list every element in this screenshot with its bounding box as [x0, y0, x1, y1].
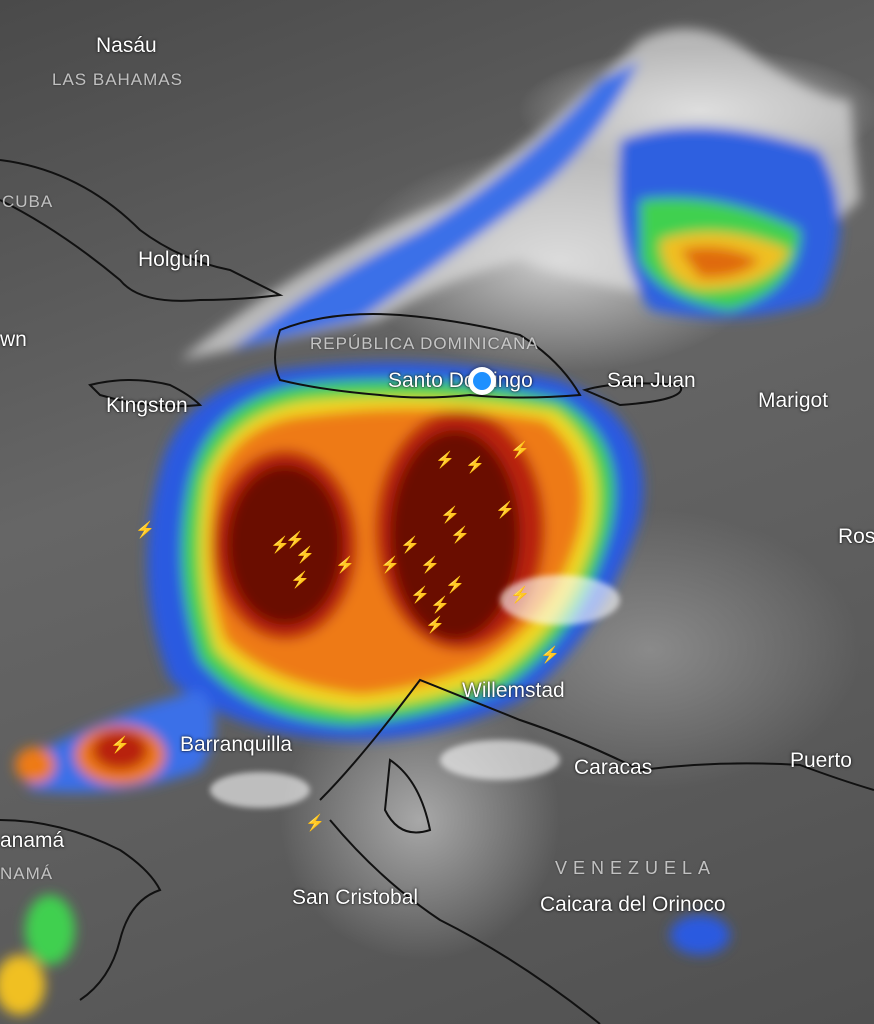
lightning-bolt-icon: ⚡ — [430, 595, 450, 614]
cloud-tops — [0, 28, 860, 1015]
lightning-bolt-icon: ⚡ — [305, 813, 325, 832]
country-label-dominican-republic: REPÚBLICA DOMINICANA — [310, 334, 539, 353]
city-label-panama[interactable]: anamá — [0, 829, 65, 852]
lightning-bolt-icon: ⚡ — [510, 585, 530, 604]
lightning-bolt-icon: ⚡ — [440, 505, 460, 524]
lightning-bolt-icon: ⚡ — [270, 535, 290, 554]
lightning-bolt-icon: ⚡ — [410, 585, 430, 604]
lightning-bolt-icon: ⚡ — [335, 555, 355, 574]
lightning-bolt-icon: ⚡ — [295, 545, 315, 564]
lightning-bolt-icon: ⚡ — [110, 735, 130, 754]
lightning-bolt-icon: ⚡ — [425, 615, 445, 634]
lightning-bolt-icon: ⚡ — [540, 645, 560, 664]
lightning-bolt-icon: ⚡ — [290, 570, 310, 589]
lightning-bolt-icon: ⚡ — [445, 575, 465, 594]
city-label-puerto[interactable]: Puerto — [790, 749, 852, 772]
lightning-bolt-icon: ⚡ — [465, 455, 485, 474]
coastlines — [0, 159, 874, 1024]
city-label-nassau[interactable]: Nasáu — [96, 34, 157, 57]
city-label-caracas[interactable]: Caracas — [574, 756, 653, 779]
lightning-bolt-icon: ⚡ — [435, 450, 455, 469]
country-label-cuba: CUBA — [2, 192, 54, 211]
country-label-panama: NAMÁ — [0, 864, 54, 883]
cirrus — [210, 575, 620, 808]
lightning-bolt-icon: ⚡ — [380, 555, 400, 574]
city-label-marigot[interactable]: Marigot — [758, 389, 829, 412]
city-label-kingstown[interactable]: wn — [0, 328, 27, 351]
lightning-bolt-icon: ⚡ — [135, 520, 155, 539]
city-label-san-cristobal[interactable]: San Cristobal — [292, 886, 419, 909]
lightning-bolt-icon: ⚡ — [420, 555, 440, 574]
city-label-roseau[interactable]: Ros — [838, 525, 874, 548]
city-label-holguin[interactable]: Holguín — [138, 248, 211, 271]
city-label-barranquilla[interactable]: Barranquilla — [180, 733, 293, 756]
city-label-willemstad[interactable]: Willemstad — [462, 679, 565, 702]
lightning-bolt-icon: ⚡ — [400, 535, 420, 554]
country-label-bahamas: LAS BAHAMAS — [52, 70, 183, 89]
lightning-bolt-icon: ⚡ — [450, 525, 470, 544]
city-label-caicara-del-orinoco[interactable]: Caicara del Orinoco — [540, 893, 726, 916]
city-label-san-juan[interactable]: San Juan — [607, 369, 696, 392]
lightning-bolt-icon: ⚡ — [495, 500, 515, 519]
lightning-bolt-icon: ⚡ — [510, 440, 530, 459]
city-label-kingston[interactable]: Kingston — [106, 394, 188, 417]
location-dot-icon[interactable] — [468, 367, 496, 395]
city-label-santo-domingo[interactable]: Santo Domingo — [388, 369, 533, 392]
country-label-venezuela: VENEZUELA — [555, 858, 717, 878]
lightning-strikes: ⚡⚡⚡⚡⚡⚡ ⚡⚡⚡⚡⚡⚡⚡⚡⚡⚡⚡⚡⚡⚡⚡⚡⚡ — [110, 440, 560, 832]
lightning-bolt-icon: ⚡ — [285, 530, 305, 549]
